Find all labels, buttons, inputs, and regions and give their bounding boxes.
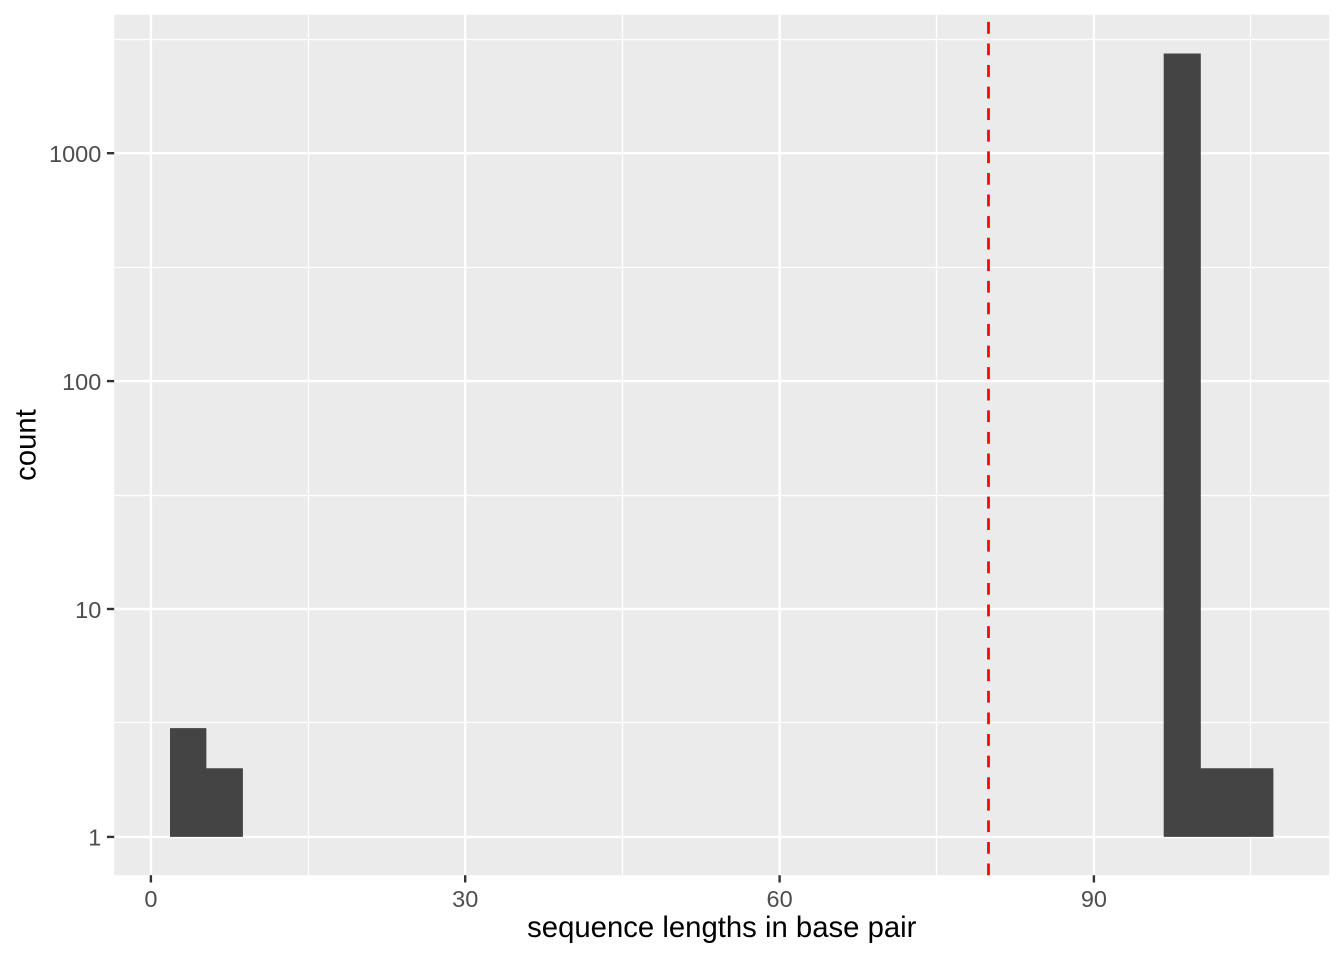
svg-text:10: 10: [75, 597, 101, 623]
svg-text:1000: 1000: [49, 141, 101, 167]
svg-text:100: 100: [62, 369, 101, 395]
svg-text:1: 1: [88, 825, 101, 851]
svg-text:sequence lengths in base pair: sequence lengths in base pair: [527, 911, 917, 944]
svg-text:90: 90: [1081, 886, 1107, 912]
svg-text:0: 0: [144, 886, 157, 912]
svg-text:30: 30: [452, 886, 478, 912]
svg-text:count: count: [10, 409, 43, 481]
svg-text:60: 60: [767, 886, 793, 912]
